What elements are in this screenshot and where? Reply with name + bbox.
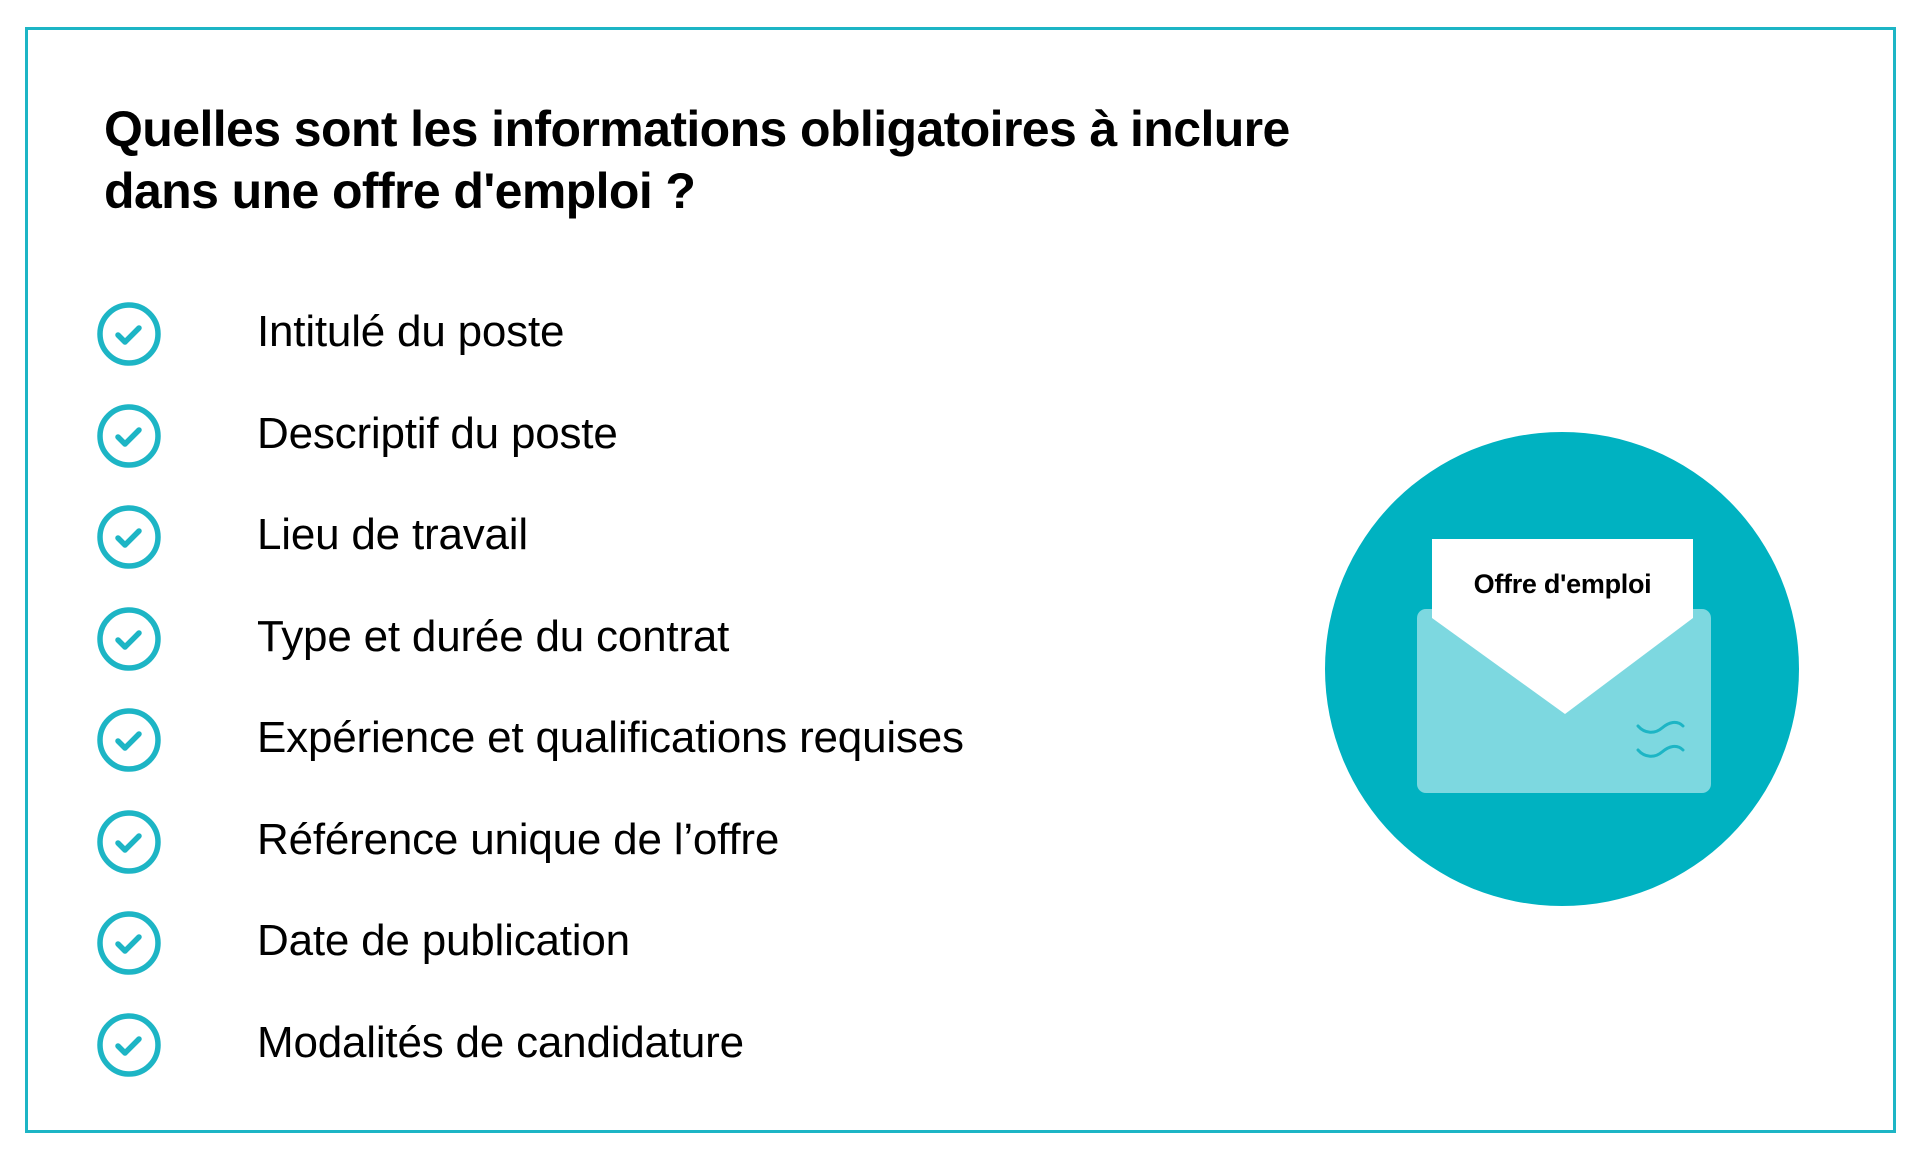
list-item: Référence unique de l’offre: [96, 809, 1196, 875]
check-circle-icon: [97, 607, 161, 671]
list-item-label: Type et durée du contrat: [257, 612, 730, 661]
list-item: Modalités de candidature: [96, 1012, 1196, 1078]
list-item: Descriptif du poste: [96, 403, 1196, 469]
check-circle-icon: [97, 505, 161, 569]
list-item: Date de publication: [96, 910, 1196, 976]
list-item-label: Expérience et qualifications requises: [257, 713, 964, 762]
check-circle-icon: [97, 911, 161, 975]
list-item-label: Date de publication: [257, 916, 630, 965]
check-circle-icon: [97, 302, 161, 366]
list-item: Lieu de travail: [96, 504, 1196, 570]
page-title: Quelles sont les informations obligatoir…: [104, 98, 1290, 222]
check-circle-icon: [97, 1013, 161, 1077]
list-item-label: Lieu de travail: [257, 510, 528, 559]
title-line-1: Quelles sont les informations obligatoir…: [104, 101, 1290, 157]
list-item: Intitulé du poste: [96, 301, 1196, 367]
card-frame: [25, 27, 1896, 1133]
check-circle-icon: [97, 810, 161, 874]
job-offer-illustration: Offre d'emploi: [1325, 432, 1799, 906]
list-item-label: Référence unique de l’offre: [257, 815, 780, 864]
check-circle-icon: [97, 404, 161, 468]
title-line-2: dans une offre d'emploi ?: [104, 163, 696, 219]
envelope-with-letter-icon: [1325, 432, 1799, 906]
list-item: Type et durée du contrat: [96, 606, 1196, 672]
list-item-label: Descriptif du poste: [257, 409, 618, 458]
paper-label: Offre d'emploi: [1473, 569, 1652, 599]
list-item: Expérience et qualifications requises: [96, 707, 1196, 773]
list-item-label: Modalités de candidature: [257, 1018, 744, 1067]
check-circle-icon: [97, 708, 161, 772]
list-item-label: Intitulé du poste: [257, 307, 565, 356]
